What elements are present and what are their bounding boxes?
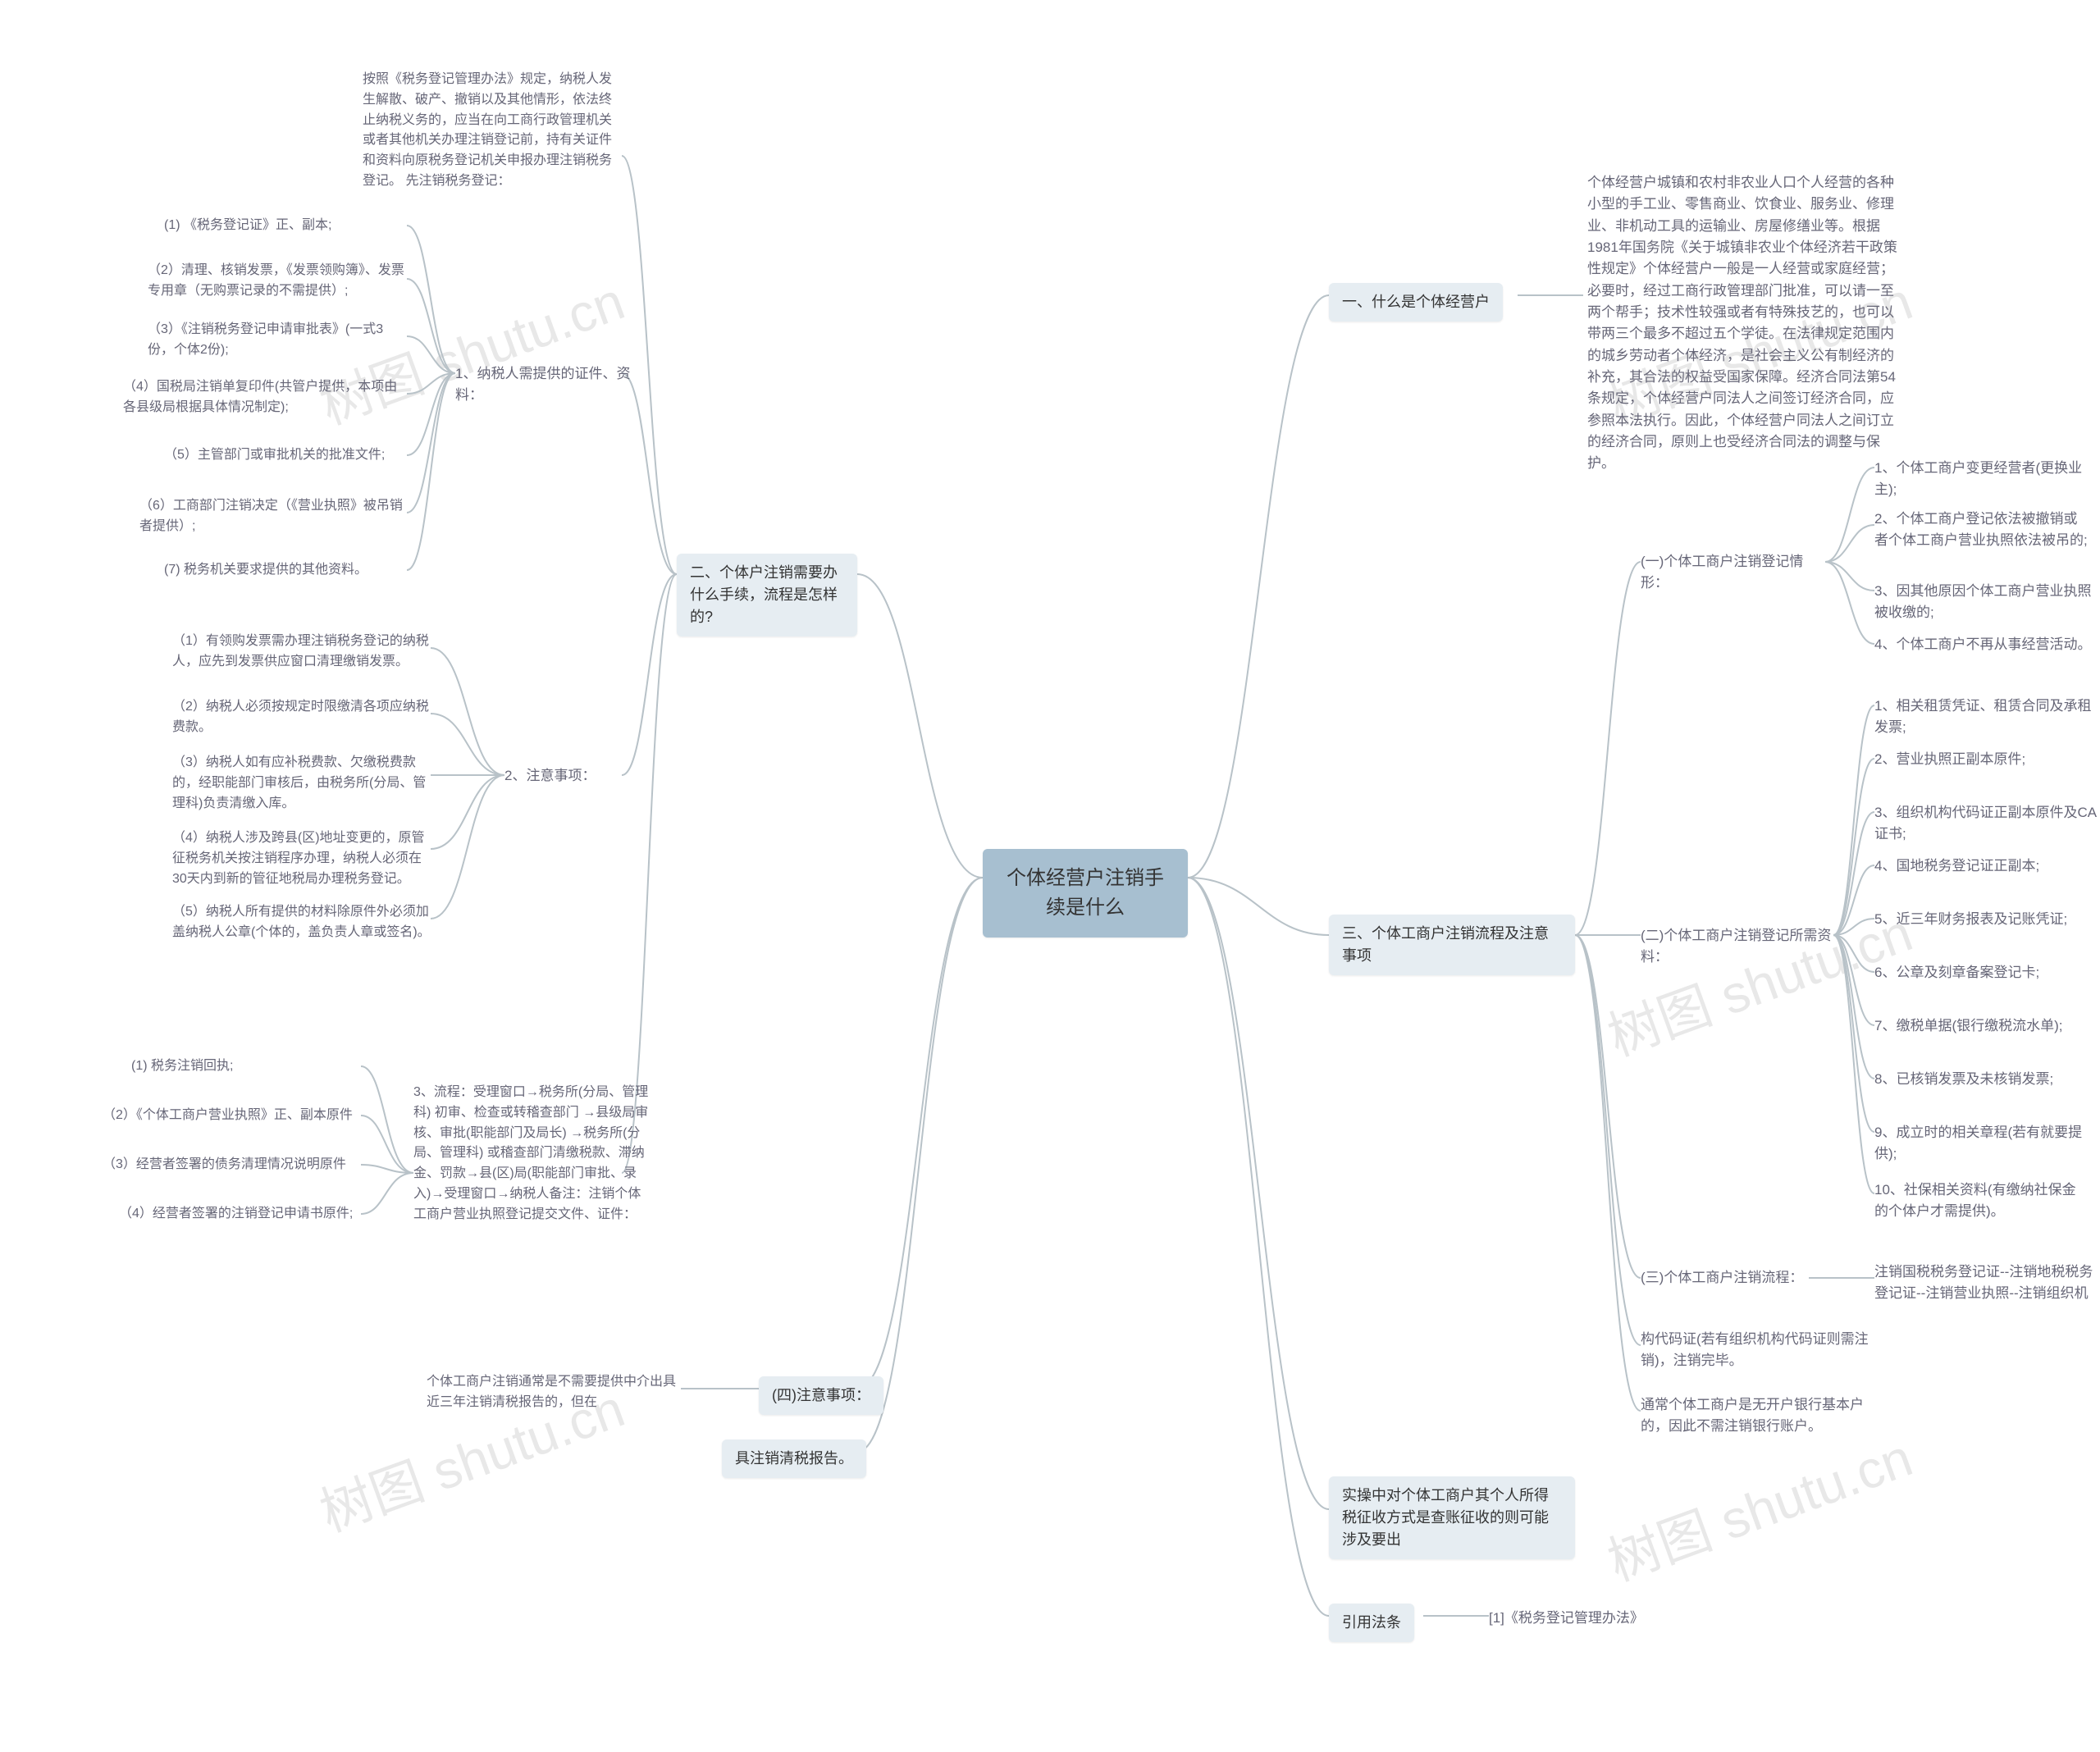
branch-3-s3-title: (三)个体工商户注销流程：	[1641, 1267, 1803, 1289]
list-item: （2）清理、核销发票，《发票领购簿》、发票专用章（无购票记录的不需提供）;	[148, 261, 409, 302]
list-item: 3、因其他原因个体工商户营业执照被收缴的;	[1874, 581, 2100, 624]
note-2: 具注销清税报告。	[722, 1439, 866, 1478]
branch-cite-title: 引用法条	[1329, 1604, 1414, 1642]
list-item: （2）纳税人必须按规定时限缴清各项应纳税费款。	[172, 697, 431, 738]
list-item: (7) 税务机关要求提供的其他资料。	[164, 560, 368, 581]
list-item: （5）纳税人所有提供的材料除原件外必须加盖纳税人公章(个体的，盖负责人章或签名)…	[172, 902, 431, 943]
watermark: 树图 shutu.cn	[1596, 891, 1921, 1070]
list-item: 2、个体工商户登记依法被撤销或者个体工商户营业执照依法被吊的;	[1874, 509, 2088, 552]
watermark: 树图 shutu.cn	[1596, 1416, 1921, 1595]
list-item: 4、国地税务登记证正副本;	[1874, 855, 2039, 877]
list-item: 6、公章及刻章备案登记卡;	[1874, 962, 2039, 983]
list-item: 4、个体工商户不再从事经营活动。	[1874, 634, 2091, 655]
branch-extra: 实操中对个体工商户其个人所得税征收方式是查账征收的则可能涉及要出	[1329, 1476, 1575, 1559]
note-title: (四)注意事项：	[759, 1376, 883, 1415]
list-item: （2）《个体工商户营业执照》正、副本原件	[103, 1106, 353, 1126]
list-item: （4）经营者签署的注销登记申请书原件;	[119, 1204, 353, 1225]
list-item: 9、成立时的相关章程(若有就要提供);	[1874, 1122, 2100, 1166]
list-item: 7、缴税单据(银行缴税流水单);	[1874, 1015, 2063, 1037]
list-item: （3）经营者签署的债务清理情况说明原件	[103, 1155, 346, 1175]
list-item: 10、社保相关资料(有缴纳社保金的个体户才需提供)。	[1874, 1179, 2088, 1223]
list-item: 2、营业执照正副本原件;	[1874, 749, 2025, 770]
branch-2-p2-title: 2、注意事项：	[504, 765, 596, 787]
list-item: 8、已核销发票及未核销发票;	[1874, 1069, 2053, 1090]
list-item: （1）有领购发票需办理注销税务登记的纳税人，应先到发票供应窗口清理缴销发票。	[172, 632, 431, 673]
branch-2-intro: 按照《税务登记管理办法》规定，纳税人发生解散、破产、撤销以及其他情形，依法终止纳…	[363, 70, 622, 192]
list-item: （3）纳税人如有应补税费款、欠缴税费款的，经职能部门审核后，由税务所(分局、管理…	[172, 753, 431, 814]
list-item: （6）工商部门注销决定（《营业执照》被吊销者提供）;	[139, 496, 409, 537]
branch-2-title: 二、个体户注销需要办什么手续，流程是怎样的?	[677, 554, 857, 636]
list-item: (1) 《税务登记证》正、副本;	[164, 216, 331, 236]
branch-1-title: 一、什么是个体经营户	[1329, 283, 1503, 322]
branch-3-s2-title: (二)个体工商户注销登记所需资料：	[1641, 925, 1833, 969]
branch-3-sy: 通常个体工商户是无开户银行基本户的，因此不需注销银行账户。	[1641, 1394, 1879, 1438]
list-item: （4）国税局注销单复印件(共管户提供，本项由各县级局根据具体情况制定);	[123, 377, 409, 418]
branch-3-title: 三、个体工商户注销流程及注意事项	[1329, 915, 1575, 975]
list-item: 5、近三年财务报表及记账凭证;	[1874, 909, 2067, 930]
list-item: (1) 税务注销回执;	[131, 1056, 233, 1077]
list-item: （4）纳税人涉及跨县(区)地址变更的，原管征税务机关按注销程序办理，纳税人必须在…	[172, 828, 431, 889]
list-item: 1、相关租赁凭证、租赁合同及承租发票;	[1874, 696, 2100, 739]
center-node: 个体经营户注销手续是什么	[983, 849, 1188, 938]
branch-3-s1-title: (一)个体工商户注销登记情形：	[1641, 551, 1829, 595]
branch-cite-text: [1]《税务登记管理办法》	[1489, 1608, 1644, 1629]
list-item: 3、组织机构代码证正副本原件及CA证书;	[1874, 802, 2100, 846]
branch-2-p3-title: 3、流程：受理窗口→税务所(分局、管理科) 初审、检查或转稽查部门 →县级局审核…	[413, 1083, 651, 1225]
list-item: （5）主管部门或审批机关的批准文件;	[164, 445, 385, 466]
list-item: 1、个体工商户变更经营者(更换业主);	[1874, 458, 2100, 501]
branch-2-p1-title: 1、纳税人需提供的证件、资料：	[455, 363, 636, 407]
branch-3-s3-text: 注销国税税务登记证--注销地税税务登记证--注销营业执照--注销组织机	[1874, 1262, 2096, 1305]
branch-1-body: 个体经营户城镇和农村非农业人口个人经营的各种小型的手工业、零售商业、饮食业、服务…	[1587, 172, 1899, 475]
branch-3-sx: 构代码证(若有组织机构代码证则需注销)，注销完毕。	[1641, 1329, 1879, 1372]
list-item: （3）《注销税务登记申请审批表》(一式3份，个体2份);	[148, 320, 409, 361]
note-text: 个体工商户注销通常是不需要提供中介出具近三年注销清税报告的，但在	[427, 1372, 681, 1413]
